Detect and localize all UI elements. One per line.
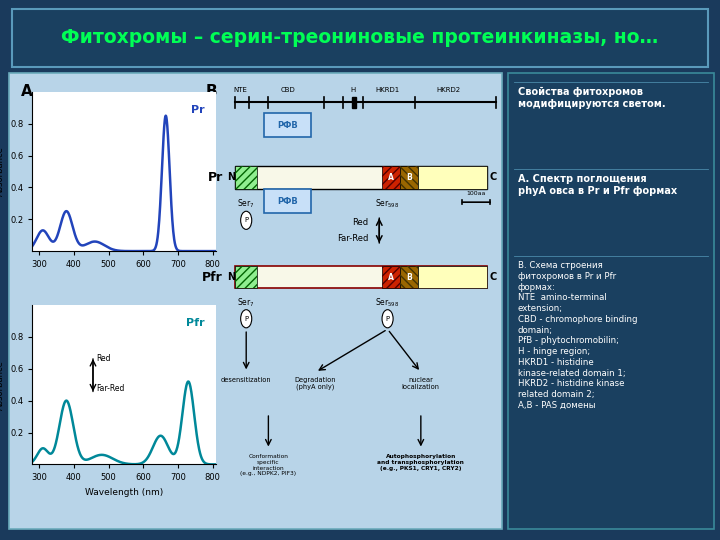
Text: Red: Red (352, 218, 368, 227)
Text: Red: Red (96, 354, 111, 363)
Text: Pr: Pr (192, 105, 205, 114)
Text: Degradation
(phyA only): Degradation (phyA only) (294, 377, 336, 390)
Text: Pfr: Pfr (202, 271, 222, 284)
Text: A: A (388, 173, 394, 182)
Text: В. Схема строения
фитохромов в Pr и Pfr
формах:
NTE  amino-terminal
extension;
C: В. Схема строения фитохромов в Pr и Pfr … (518, 261, 637, 410)
FancyBboxPatch shape (235, 166, 257, 188)
FancyBboxPatch shape (235, 166, 487, 188)
Text: HKRD1: HKRD1 (375, 87, 400, 93)
Text: А. Спектр поглощения
phyA овса в Pr и Pfr формах: А. Спектр поглощения phyA овса в Pr и Pf… (518, 174, 677, 196)
FancyBboxPatch shape (382, 166, 400, 188)
Text: P: P (385, 316, 390, 322)
FancyBboxPatch shape (235, 266, 257, 288)
Text: Pr: Pr (207, 171, 222, 184)
Text: B: B (406, 173, 412, 182)
FancyBboxPatch shape (418, 266, 487, 288)
FancyBboxPatch shape (264, 189, 311, 213)
Text: C: C (490, 172, 497, 182)
Text: Far-Red: Far-Red (96, 384, 125, 393)
Circle shape (240, 211, 252, 230)
Text: Ser$_{598}$: Ser$_{598}$ (375, 296, 400, 308)
Text: HKRD2: HKRD2 (436, 87, 461, 93)
Text: Фитохромы – серин-треониновые протеинкиназы, но…: Фитохромы – серин-треониновые протеинкин… (61, 28, 659, 48)
Text: Ser$_{598}$: Ser$_{598}$ (375, 198, 400, 210)
Text: Ser$_7$: Ser$_7$ (238, 198, 255, 210)
Text: A: A (21, 84, 32, 99)
X-axis label: Wavelength (nm): Wavelength (nm) (85, 488, 163, 497)
Text: NTE: NTE (234, 87, 248, 93)
FancyBboxPatch shape (12, 9, 708, 67)
Text: Autophosphorylation
and transphosphorylation
(e.g., PKS1, CRY1, CRY2): Autophosphorylation and transphosphoryla… (377, 454, 464, 470)
Text: desensitization: desensitization (221, 377, 271, 383)
Text: Conformation
specific
interaction
(e.g., NDPK2, PIF3): Conformation specific interaction (e.g.,… (240, 454, 297, 476)
Text: N: N (227, 172, 235, 182)
Text: Ser$_7$: Ser$_7$ (238, 296, 255, 308)
Y-axis label: Absorbance: Absorbance (0, 146, 4, 197)
Text: CBD: CBD (280, 87, 295, 93)
Text: N: N (227, 272, 235, 282)
Circle shape (240, 309, 252, 328)
Text: Свойства фитохромов
модифицируются светом.: Свойства фитохромов модифицируются свето… (518, 86, 665, 109)
Text: P: P (244, 217, 248, 224)
Bar (351, 97, 356, 108)
Text: Pfr: Pfr (186, 318, 205, 328)
Text: РФВ: РФВ (277, 120, 298, 130)
Circle shape (382, 309, 393, 328)
Text: A: A (388, 273, 394, 281)
Text: РФВ: РФВ (277, 197, 298, 206)
Text: H: H (351, 87, 356, 93)
FancyBboxPatch shape (400, 166, 418, 188)
FancyBboxPatch shape (508, 73, 714, 529)
FancyBboxPatch shape (418, 166, 487, 188)
FancyBboxPatch shape (235, 266, 487, 288)
FancyBboxPatch shape (382, 266, 400, 288)
Y-axis label: Absorbance: Absorbance (0, 360, 4, 410)
FancyBboxPatch shape (9, 73, 502, 529)
FancyBboxPatch shape (264, 113, 311, 137)
Text: 100aa: 100aa (467, 191, 486, 196)
Text: Far-Red: Far-Red (337, 234, 368, 243)
FancyBboxPatch shape (400, 266, 418, 288)
Text: B: B (406, 273, 412, 281)
Text: P: P (244, 316, 248, 322)
Text: C: C (490, 272, 497, 282)
Text: nuclear
localization: nuclear localization (402, 377, 440, 390)
Text: B: B (206, 84, 217, 99)
